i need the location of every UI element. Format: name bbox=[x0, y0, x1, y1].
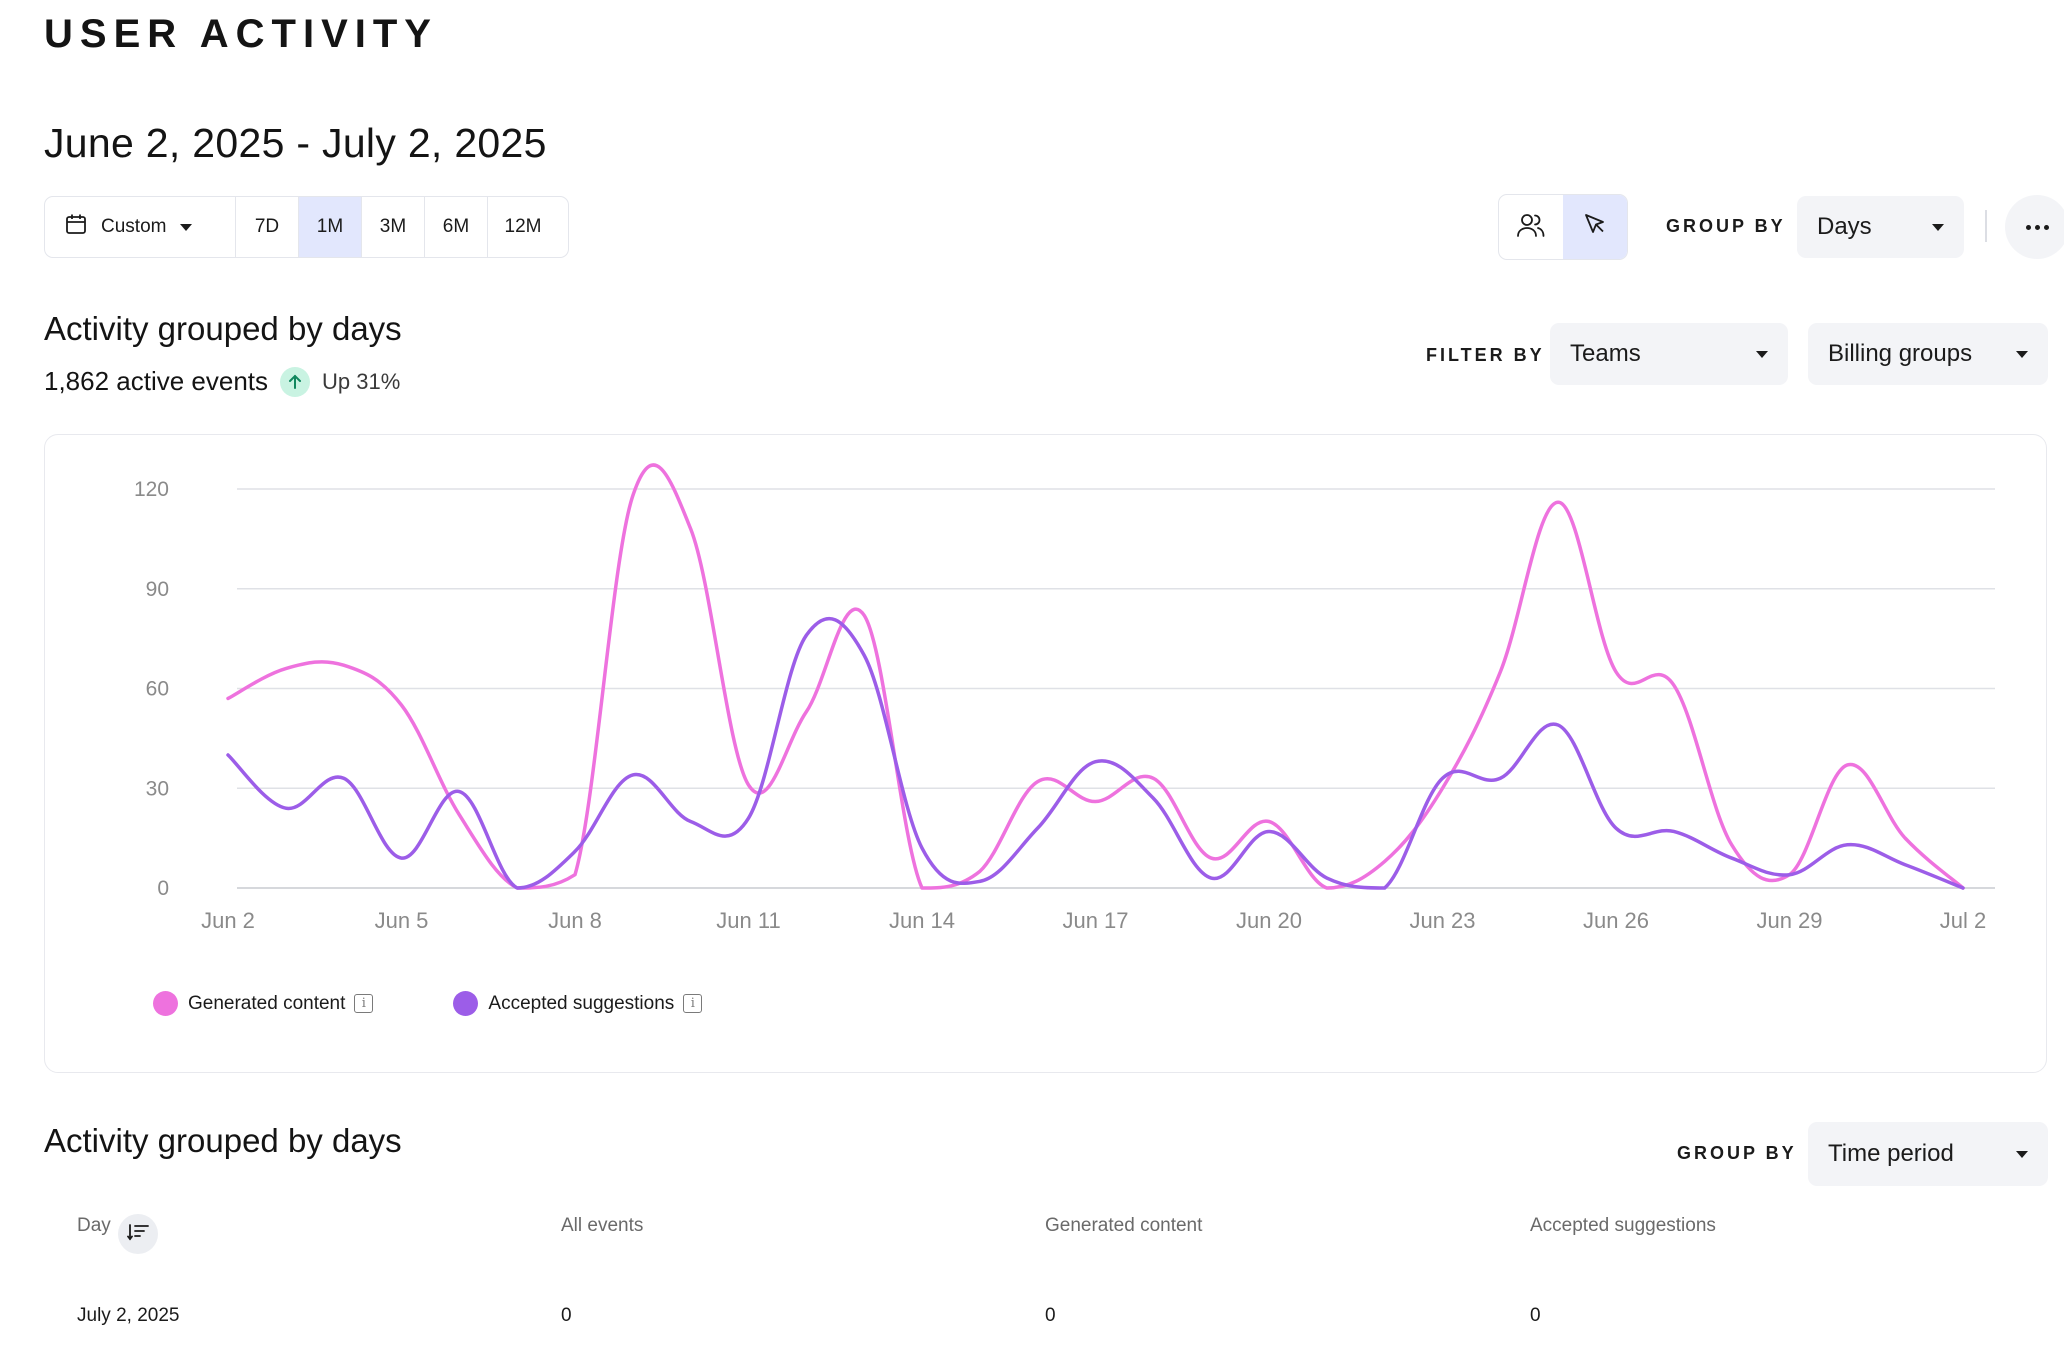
more-horizontal-icon bbox=[2025, 224, 2031, 230]
y-tick-label: 0 bbox=[157, 877, 169, 900]
x-tick-label: Jun 11 bbox=[716, 908, 780, 933]
arrow-up-icon bbox=[280, 366, 311, 397]
teams-filter-select[interactable]: Teams bbox=[1550, 323, 1788, 385]
column-header-accepted-suggestions: Accepted suggestions bbox=[1530, 1215, 1716, 1236]
group-by-value: Days bbox=[1817, 213, 1872, 240]
filter-by-label: FILTER BY bbox=[1426, 345, 1545, 365]
series-line-accepted-suggestions bbox=[226, 616, 1965, 890]
y-tick-label: 90 bbox=[146, 578, 169, 601]
info-icon[interactable]: i bbox=[354, 994, 374, 1013]
sort-button[interactable] bbox=[118, 1214, 158, 1254]
chevron-down-icon bbox=[2016, 1150, 2028, 1158]
group-by-label: GROUP BY bbox=[1666, 216, 1786, 236]
active-events-count: 1,862 active events bbox=[44, 366, 269, 396]
more-dot bbox=[2034, 224, 2040, 230]
column-header-all-events: All events bbox=[561, 1215, 644, 1236]
range-option-1m[interactable]: 1M bbox=[298, 197, 361, 257]
x-tick-label: Jun 17 bbox=[1062, 908, 1128, 933]
chart-legend: Generated content i Accepted suggestions… bbox=[153, 991, 782, 1016]
x-tick-label: Jun 2 bbox=[201, 908, 255, 933]
legend-label: Generated content bbox=[188, 992, 346, 1014]
x-tick-label: Jun 29 bbox=[1756, 908, 1822, 933]
actions-view-button[interactable] bbox=[1563, 195, 1627, 259]
table-cell-all-events: 0 bbox=[561, 1305, 572, 1326]
series-line-generated-content bbox=[226, 463, 1965, 890]
chevron-down-icon bbox=[2016, 350, 2028, 358]
y-tick-label: 120 bbox=[134, 478, 169, 501]
table-cell-accepted-suggestions: 0 bbox=[1530, 1305, 1541, 1326]
chevron-down-icon bbox=[180, 223, 193, 231]
info-icon[interactable]: i bbox=[683, 994, 703, 1013]
range-option-3m[interactable]: 3M bbox=[361, 197, 424, 257]
activity-line-chart: 0 30 60 90 120 Jun 2 Jun 5 Jun 8 Jun 11 Jun 14 Jun… bbox=[134, 463, 1995, 933]
table-group-by-label: GROUP BY bbox=[1677, 1143, 1797, 1163]
y-tick-label: 30 bbox=[146, 777, 169, 800]
table-section-title: Activity grouped by days bbox=[44, 1122, 402, 1159]
x-tick-label: Jul 2 bbox=[1940, 908, 1986, 933]
activity-summary: 1,862 active events Up 31% bbox=[44, 366, 400, 397]
page-title: USER ACTIVITY bbox=[44, 12, 438, 56]
range-option-12m[interactable]: 12M bbox=[487, 197, 558, 257]
users-icon bbox=[1516, 211, 1546, 244]
y-tick-label: 60 bbox=[146, 678, 169, 701]
x-tick-label: Jun 8 bbox=[548, 908, 602, 933]
legend-swatch bbox=[453, 991, 479, 1016]
column-header-day: Day bbox=[77, 1215, 111, 1236]
table-group-by-select[interactable]: Time period bbox=[1808, 1122, 2048, 1186]
table-cell-generated-content: 0 bbox=[1045, 1305, 1056, 1326]
custom-range-label: Custom bbox=[101, 216, 167, 237]
legend-label: Accepted suggestions bbox=[488, 992, 675, 1014]
table-cell-day: July 2, 2025 bbox=[77, 1305, 180, 1326]
view-toggle bbox=[1498, 194, 1628, 260]
x-tick-label: Jun 26 bbox=[1583, 908, 1649, 933]
chevron-down-icon bbox=[1932, 223, 1944, 231]
x-tick-label: Jun 20 bbox=[1236, 908, 1302, 933]
billing-groups-filter-value: Billing groups bbox=[1828, 340, 1973, 367]
x-tick-label: Jun 14 bbox=[889, 908, 955, 933]
sort-icon bbox=[127, 1223, 149, 1246]
teams-filter-value: Teams bbox=[1570, 340, 1641, 367]
calendar-icon bbox=[65, 213, 87, 241]
x-tick-label: Jun 5 bbox=[375, 908, 429, 933]
more-options-button[interactable] bbox=[2005, 195, 2064, 259]
column-header-generated-content: Generated content bbox=[1045, 1215, 1203, 1236]
range-option-6m[interactable]: 6M bbox=[424, 197, 487, 257]
x-tick-label: Jun 23 bbox=[1409, 908, 1475, 933]
custom-range-button[interactable]: Custom bbox=[45, 197, 235, 257]
range-option-7d[interactable]: 7D bbox=[235, 197, 298, 257]
date-range-heading: June 2, 2025 - July 2, 2025 bbox=[44, 120, 547, 166]
more-dot bbox=[2043, 224, 2049, 230]
date-range-selector: Custom 7D 1M 3M 6M 12M bbox=[44, 196, 569, 258]
toolbar-divider bbox=[1985, 210, 1987, 242]
cursor-arrow-icon bbox=[1581, 211, 1609, 244]
chart-section-title: Activity grouped by days bbox=[44, 310, 402, 347]
users-view-button[interactable] bbox=[1499, 195, 1563, 259]
legend-item-generated-content[interactable]: Generated content i bbox=[153, 991, 374, 1016]
activity-chart-card: 0 30 60 90 120 Jun 2 Jun 5 Jun 8 Jun 11 Jun 14 Jun… bbox=[44, 434, 2047, 1073]
group-by-select[interactable]: Days bbox=[1797, 196, 1964, 258]
chevron-down-icon bbox=[1756, 350, 1768, 358]
billing-groups-filter-select[interactable]: Billing groups bbox=[1808, 323, 2048, 385]
legend-item-accepted-suggestions[interactable]: Accepted suggestions i bbox=[453, 991, 703, 1016]
table-group-by-value: Time period bbox=[1828, 1140, 1954, 1167]
trend-text: Up 31% bbox=[322, 368, 401, 394]
legend-swatch bbox=[153, 991, 178, 1016]
